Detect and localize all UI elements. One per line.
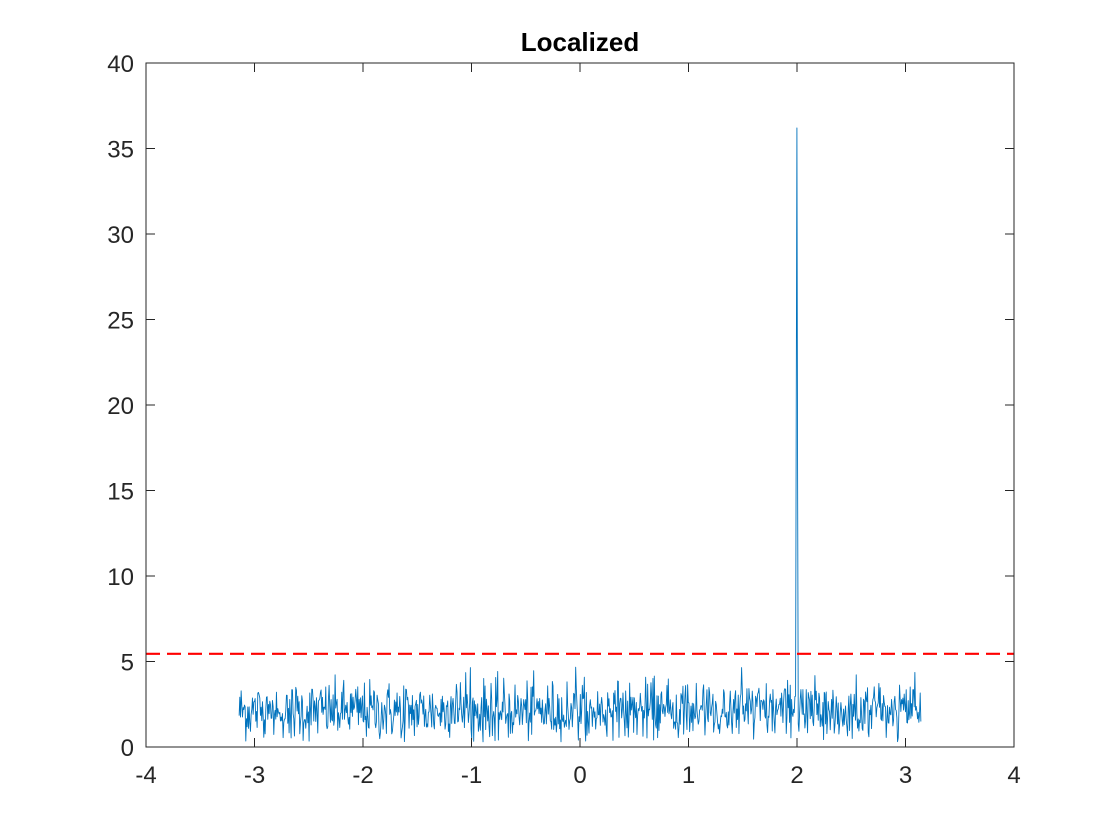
- chart-title: Localized: [521, 27, 639, 57]
- y-tick-label: 30: [107, 222, 134, 249]
- y-tick-label: 5: [121, 650, 134, 677]
- y-tick-label: 35: [107, 137, 134, 164]
- axes-box: [145, 62, 1015, 748]
- y-tick-label: 20: [107, 393, 134, 420]
- x-tick-label: -3: [244, 762, 265, 789]
- x-tick-label: 3: [899, 762, 912, 789]
- y-tick-label: 25: [107, 308, 134, 335]
- x-tick-label: 4: [1007, 762, 1020, 789]
- x-tick-label: -2: [352, 762, 373, 789]
- y-tick-label: 40: [107, 51, 134, 78]
- signal-line: [238, 127, 922, 743]
- x-tick-label: -4: [135, 762, 156, 789]
- plot-area: [146, 127, 1014, 743]
- x-tick-label: 0: [573, 762, 586, 789]
- x-tick-label: -1: [461, 762, 482, 789]
- x-tick-label: 2: [790, 762, 803, 789]
- y-tick-label: 10: [107, 564, 134, 591]
- x-tick-label: 1: [682, 762, 695, 789]
- y-tick-label: 15: [107, 479, 134, 506]
- y-tick-label: 0: [121, 735, 134, 762]
